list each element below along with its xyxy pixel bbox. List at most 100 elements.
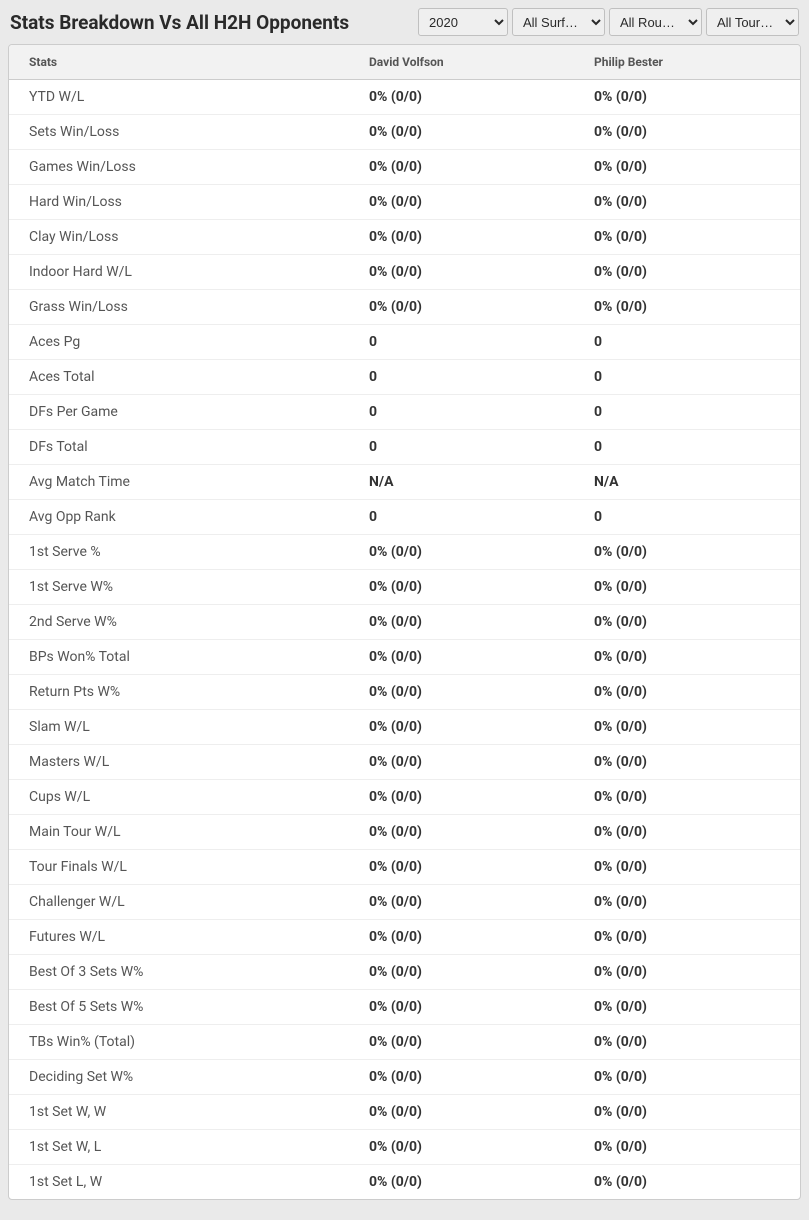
stat-label: Slam W/L (9, 710, 349, 745)
column-header-player1: David Volfson (349, 45, 574, 80)
stat-value-player1: N/A (349, 465, 574, 500)
table-row: 1st Serve %0% (0/0)0% (0/0) (9, 535, 800, 570)
table-row: Return Pts W%0% (0/0)0% (0/0) (9, 675, 800, 710)
stat-label: DFs Total (9, 430, 349, 465)
stat-label: Futures W/L (9, 920, 349, 955)
stat-value-player1: 0% (0/0) (349, 920, 574, 955)
table-row: Best Of 5 Sets W%0% (0/0)0% (0/0) (9, 990, 800, 1025)
stat-label: Avg Opp Rank (9, 500, 349, 535)
stat-value-player2: 0% (0/0) (574, 115, 800, 150)
stat-value-player1: 0% (0/0) (349, 710, 574, 745)
stat-value-player2: 0% (0/0) (574, 535, 800, 570)
table-row: Hard Win/Loss0% (0/0)0% (0/0) (9, 185, 800, 220)
table-row: YTD W/L0% (0/0)0% (0/0) (9, 80, 800, 115)
stat-label: 1st Set W, W (9, 1095, 349, 1130)
stat-value-player2: 0 (574, 360, 800, 395)
table-row: Avg Match TimeN/AN/A (9, 465, 800, 500)
table-row: Deciding Set W%0% (0/0)0% (0/0) (9, 1060, 800, 1095)
stat-label: Best Of 5 Sets W% (9, 990, 349, 1025)
stat-label: 2nd Serve W% (9, 605, 349, 640)
stat-label: 1st Serve % (9, 535, 349, 570)
table-row: DFs Total00 (9, 430, 800, 465)
stat-label: Aces Total (9, 360, 349, 395)
stat-label: Cups W/L (9, 780, 349, 815)
stats-table-container: Stats David Volfson Philip Bester YTD W/… (8, 44, 801, 1200)
stat-value-player2: 0% (0/0) (574, 80, 800, 115)
surface-select[interactable]: All Surf… (512, 8, 605, 36)
table-row: Futures W/L0% (0/0)0% (0/0) (9, 920, 800, 955)
stat-value-player1: 0% (0/0) (349, 535, 574, 570)
stat-label: 1st Set W, L (9, 1130, 349, 1165)
stat-value-player1: 0% (0/0) (349, 990, 574, 1025)
column-header-player2: Philip Bester (574, 45, 800, 80)
stat-value-player2: 0% (0/0) (574, 780, 800, 815)
stat-value-player1: 0% (0/0) (349, 290, 574, 325)
table-row: Indoor Hard W/L0% (0/0)0% (0/0) (9, 255, 800, 290)
stat-value-player2: 0% (0/0) (574, 675, 800, 710)
table-row: Grass Win/Loss0% (0/0)0% (0/0) (9, 290, 800, 325)
stat-value-player1: 0% (0/0) (349, 570, 574, 605)
stat-label: Avg Match Time (9, 465, 349, 500)
stat-value-player1: 0% (0/0) (349, 1130, 574, 1165)
stat-value-player2: 0% (0/0) (574, 1130, 800, 1165)
stat-value-player1: 0% (0/0) (349, 780, 574, 815)
stat-label: Masters W/L (9, 745, 349, 780)
stat-value-player2: 0% (0/0) (574, 150, 800, 185)
table-row: DFs Per Game00 (9, 395, 800, 430)
year-select[interactable]: 2020 (418, 8, 508, 36)
stat-value-player1: 0 (349, 500, 574, 535)
table-row: Games Win/Loss0% (0/0)0% (0/0) (9, 150, 800, 185)
table-row: Cups W/L0% (0/0)0% (0/0) (9, 780, 800, 815)
stat-label: Tour Finals W/L (9, 850, 349, 885)
column-header-stats: Stats (9, 45, 349, 80)
stat-label: Challenger W/L (9, 885, 349, 920)
stat-value-player1: 0% (0/0) (349, 605, 574, 640)
stat-value-player1: 0% (0/0) (349, 185, 574, 220)
stat-value-player1: 0% (0/0) (349, 220, 574, 255)
stat-value-player2: 0% (0/0) (574, 850, 800, 885)
stat-value-player2: 0% (0/0) (574, 1025, 800, 1060)
stat-label: Grass Win/Loss (9, 290, 349, 325)
round-select[interactable]: All Rou… (609, 8, 702, 36)
stat-label: YTD W/L (9, 80, 349, 115)
stat-value-player2: 0 (574, 395, 800, 430)
stat-value-player1: 0 (349, 430, 574, 465)
tour-select[interactable]: All Tour… (706, 8, 799, 36)
stat-value-player1: 0% (0/0) (349, 745, 574, 780)
stat-value-player1: 0% (0/0) (349, 815, 574, 850)
stat-value-player2: 0 (574, 430, 800, 465)
stat-label: BPs Won% Total (9, 640, 349, 675)
table-row: Avg Opp Rank00 (9, 500, 800, 535)
stat-value-player2: 0% (0/0) (574, 815, 800, 850)
table-header-row: Stats David Volfson Philip Bester (9, 45, 800, 80)
header-bar: Stats Breakdown Vs All H2H Opponents 202… (0, 0, 809, 44)
table-row: Challenger W/L0% (0/0)0% (0/0) (9, 885, 800, 920)
stat-value-player1: 0 (349, 360, 574, 395)
stat-value-player2: 0% (0/0) (574, 1060, 800, 1095)
stat-label: 1st Serve W% (9, 570, 349, 605)
stat-value-player1: 0% (0/0) (349, 1165, 574, 1200)
stat-value-player1: 0% (0/0) (349, 1025, 574, 1060)
stat-value-player1: 0% (0/0) (349, 80, 574, 115)
stat-value-player2: 0% (0/0) (574, 1095, 800, 1130)
stat-label: 1st Set L, W (9, 1165, 349, 1200)
stat-label: Games Win/Loss (9, 150, 349, 185)
stat-value-player1: 0 (349, 395, 574, 430)
stat-label: Aces Pg (9, 325, 349, 360)
stat-label: Hard Win/Loss (9, 185, 349, 220)
stat-label: Deciding Set W% (9, 1060, 349, 1095)
stat-value-player2: 0% (0/0) (574, 745, 800, 780)
stat-value-player2: 0% (0/0) (574, 990, 800, 1025)
stat-value-player2: 0 (574, 325, 800, 360)
table-row: 1st Set W, W0% (0/0)0% (0/0) (9, 1095, 800, 1130)
stat-value-player1: 0% (0/0) (349, 640, 574, 675)
stat-value-player2: 0% (0/0) (574, 955, 800, 990)
table-row: 1st Set L, W0% (0/0)0% (0/0) (9, 1165, 800, 1200)
table-row: Best Of 3 Sets W%0% (0/0)0% (0/0) (9, 955, 800, 990)
table-row: TBs Win% (Total)0% (0/0)0% (0/0) (9, 1025, 800, 1060)
table-row: Clay Win/Loss0% (0/0)0% (0/0) (9, 220, 800, 255)
stat-value-player1: 0% (0/0) (349, 1060, 574, 1095)
stat-value-player2: 0% (0/0) (574, 185, 800, 220)
stat-value-player1: 0% (0/0) (349, 150, 574, 185)
filter-group: 2020 All Surf… All Rou… All Tour… (418, 8, 799, 36)
